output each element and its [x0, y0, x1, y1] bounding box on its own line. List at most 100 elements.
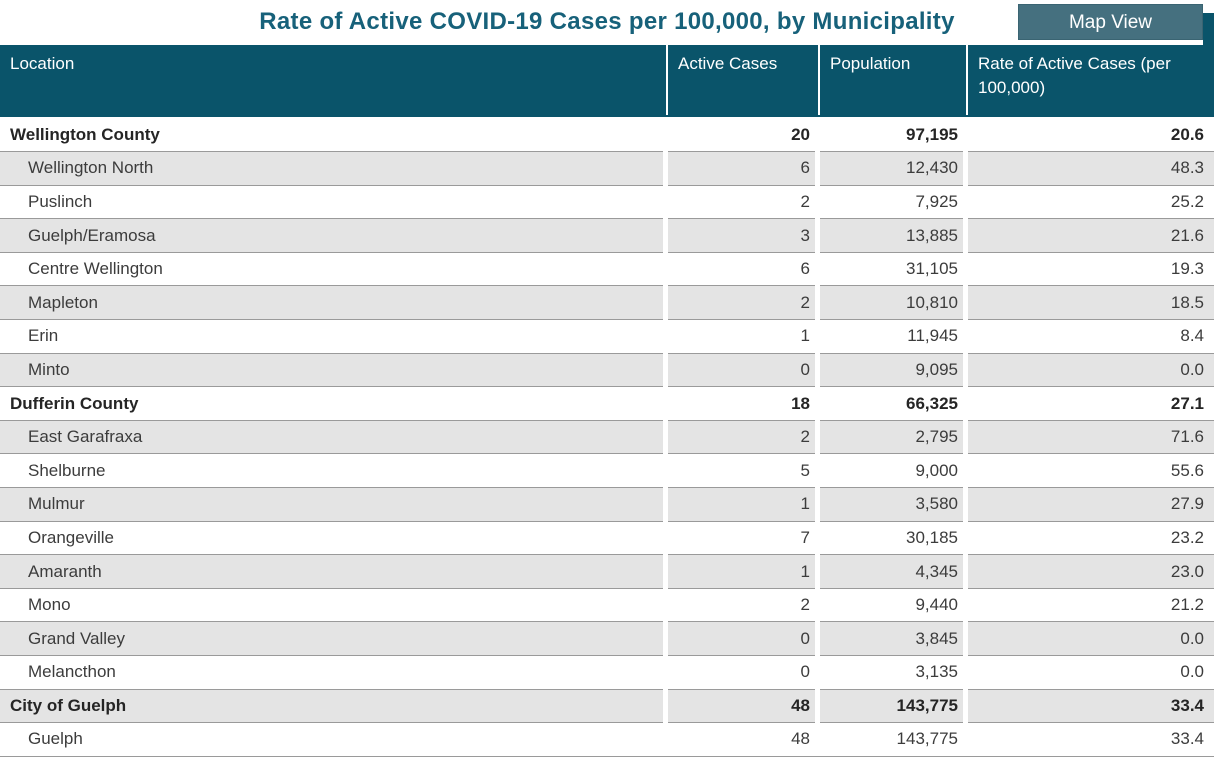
table-row[interactable]: Guelph 48 143,775 33.4	[0, 722, 1214, 757]
active-cases-cell: 3	[668, 218, 820, 253]
table-body: Wellington County 20 97,195 20.6 Welling…	[0, 118, 1214, 757]
rate-cell: 33.4	[968, 722, 1214, 757]
rate-cell: 48.3	[968, 151, 1214, 186]
location-cell: Grand Valley	[0, 621, 668, 656]
active-cases-cell: 48	[668, 689, 820, 724]
table-row[interactable]: Mono 2 9,440 21.2	[0, 588, 1214, 623]
population-cell: 2,795	[820, 420, 968, 455]
population-cell: 143,775	[820, 689, 968, 724]
location-cell: Guelph	[0, 722, 668, 757]
active-cases-cell: 7	[668, 521, 820, 556]
column-header-rate[interactable]: Rate of Active Cases (per 100,000)	[968, 45, 1214, 120]
covid-rate-table: Location Active Cases Population Rate of…	[0, 45, 1214, 757]
rate-cell: 55.6	[968, 453, 1214, 489]
rate-cell: 0.0	[968, 621, 1214, 656]
location-cell: Wellington County	[0, 118, 668, 153]
active-cases-cell: 2	[668, 285, 820, 321]
table-row[interactable]: Orangeville 7 30,185 23.2	[0, 521, 1214, 556]
table-row[interactable]: Melancthon 0 3,135 0.0	[0, 655, 1214, 690]
location-cell: Orangeville	[0, 521, 668, 556]
location-cell: Amaranth	[0, 554, 668, 589]
rate-cell: 27.9	[968, 487, 1214, 522]
location-cell: Melancthon	[0, 655, 668, 690]
rate-cell: 27.1	[968, 386, 1214, 421]
location-cell: Dufferin County	[0, 386, 668, 421]
table-row[interactable]: Guelph/Eramosa 3 13,885 21.6	[0, 218, 1214, 253]
rate-cell: 8.4	[968, 319, 1214, 354]
population-cell: 66,325	[820, 386, 968, 421]
population-cell: 11,945	[820, 319, 968, 354]
table-row[interactable]: City of Guelph 48 143,775 33.4	[0, 689, 1214, 724]
column-header-population[interactable]: Population	[820, 45, 968, 120]
table-row[interactable]: Shelburne 5 9,000 55.6	[0, 453, 1214, 489]
table-row[interactable]: Dufferin County 18 66,325 27.1	[0, 386, 1214, 421]
location-cell: Wellington North	[0, 151, 668, 186]
location-cell: Centre Wellington	[0, 252, 668, 287]
page-title: Rate of Active COVID-19 Cases per 100,00…	[259, 8, 955, 35]
active-cases-cell: 5	[668, 453, 820, 489]
location-cell: East Garafraxa	[0, 420, 668, 455]
table-row[interactable]: Puslinch 2 7,925 25.2	[0, 185, 1214, 220]
location-cell: Guelph/Eramosa	[0, 218, 668, 253]
table-header: Location Active Cases Population Rate of…	[0, 45, 1214, 120]
rate-cell: 25.2	[968, 185, 1214, 220]
table-row[interactable]: Wellington North 6 12,430 48.3	[0, 151, 1214, 186]
table-row[interactable]: Amaranth 1 4,345 23.0	[0, 554, 1214, 589]
rate-cell: 33.4	[968, 689, 1214, 724]
location-cell: City of Guelph	[0, 689, 668, 724]
rate-cell: 0.0	[968, 353, 1214, 388]
active-cases-cell: 48	[668, 722, 820, 757]
table-row[interactable]: Grand Valley 0 3,845 0.0	[0, 621, 1214, 656]
table-row[interactable]: Wellington County 20 97,195 20.6	[0, 118, 1214, 153]
column-header-location[interactable]: Location	[0, 45, 668, 120]
active-cases-cell: 2	[668, 588, 820, 623]
population-cell: 143,775	[820, 722, 968, 757]
active-cases-cell: 0	[668, 621, 820, 656]
location-cell: Mulmur	[0, 487, 668, 522]
location-cell: Mapleton	[0, 285, 668, 321]
table-row[interactable]: Mulmur 1 3,580 27.9	[0, 487, 1214, 522]
population-cell: 97,195	[820, 118, 968, 153]
population-cell: 3,135	[820, 655, 968, 690]
column-header-active-cases[interactable]: Active Cases	[668, 45, 820, 120]
population-cell: 3,845	[820, 621, 968, 656]
population-cell: 31,105	[820, 252, 968, 287]
population-cell: 10,810	[820, 285, 968, 321]
population-cell: 9,440	[820, 588, 968, 623]
rate-cell: 18.5	[968, 285, 1214, 321]
location-cell: Erin	[0, 319, 668, 354]
title-bar: Rate of Active COVID-19 Cases per 100,00…	[0, 0, 1214, 45]
rate-cell: 0.0	[968, 655, 1214, 690]
location-cell: Mono	[0, 588, 668, 623]
population-cell: 4,345	[820, 554, 968, 589]
active-cases-cell: 2	[668, 185, 820, 220]
rate-cell: 23.2	[968, 521, 1214, 556]
population-cell: 9,095	[820, 353, 968, 388]
active-cases-cell: 6	[668, 252, 820, 287]
rate-cell: 20.6	[968, 118, 1214, 153]
active-cases-cell: 6	[668, 151, 820, 186]
active-cases-cell: 1	[668, 554, 820, 589]
rate-cell: 21.2	[968, 588, 1214, 623]
active-cases-cell: 0	[668, 353, 820, 388]
population-cell: 9,000	[820, 453, 968, 489]
rate-cell: 21.6	[968, 218, 1214, 253]
table-row[interactable]: Erin 1 11,945 8.4	[0, 319, 1214, 354]
active-cases-cell: 20	[668, 118, 820, 153]
location-cell: Puslinch	[0, 185, 668, 220]
header-row: Location Active Cases Population Rate of…	[0, 45, 1214, 120]
location-cell: Minto	[0, 353, 668, 388]
table-row[interactable]: East Garafraxa 2 2,795 71.6	[0, 420, 1214, 455]
table-row[interactable]: Minto 0 9,095 0.0	[0, 353, 1214, 388]
table-row[interactable]: Centre Wellington 6 31,105 19.3	[0, 252, 1214, 287]
active-cases-cell: 2	[668, 420, 820, 455]
rate-cell: 71.6	[968, 420, 1214, 455]
active-cases-cell: 0	[668, 655, 820, 690]
population-cell: 30,185	[820, 521, 968, 556]
table-row[interactable]: Mapleton 2 10,810 18.5	[0, 285, 1214, 321]
population-cell: 13,885	[820, 218, 968, 253]
map-view-button[interactable]: Map View	[1018, 4, 1203, 40]
rate-cell: 19.3	[968, 252, 1214, 287]
population-cell: 7,925	[820, 185, 968, 220]
